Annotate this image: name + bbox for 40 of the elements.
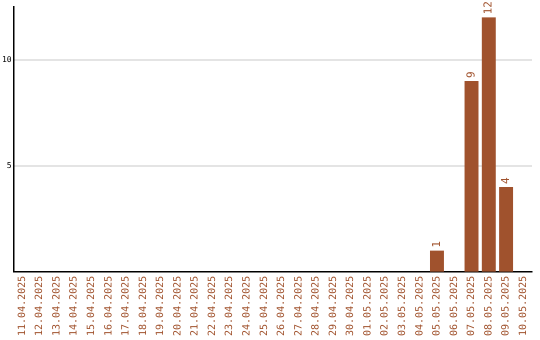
y-tick-label: 5 (6, 160, 12, 170)
bar (430, 250, 444, 272)
data-label: 4 (498, 176, 512, 184)
x-tick-label: 13.04.2025 (51, 276, 62, 336)
x-tick-label: 28.04.2025 (310, 276, 322, 336)
x-tick-label: 16.04.2025 (103, 276, 114, 336)
data-label: 1 (430, 240, 443, 248)
bar (482, 17, 496, 272)
x-tick-label: 10.05.2025 (518, 276, 529, 336)
x-tick-label: 23.04.2025 (224, 276, 236, 336)
x-tick-label: 26.04.2025 (276, 276, 288, 336)
x-tick-label: 06.05.2025 (448, 276, 460, 336)
x-tick-label: 18.04.2025 (138, 276, 149, 336)
x-tick-label: 29.04.2025 (328, 276, 339, 336)
x-tick-label: 14.04.2025 (68, 276, 80, 336)
x-tick-label: 07.05.2025 (466, 276, 478, 336)
bar (499, 186, 514, 272)
x-tick-label: 21.04.2025 (190, 276, 201, 336)
x-tick-label: 17.04.2025 (120, 276, 132, 336)
bar (464, 81, 478, 272)
x-tick-label: 11.04.2025 (16, 276, 28, 336)
data-label: 9 (464, 71, 478, 78)
x-tick-label: 12.04.2025 (34, 276, 46, 336)
x-tick-label: 05.05.2025 (432, 276, 443, 336)
x-tick-label: 03.05.2025 (397, 276, 408, 336)
x-tick-label: 15.04.2025 (86, 276, 97, 336)
x-tick-label: 01.05.2025 (362, 276, 374, 336)
x-tick-label: 09.05.2025 (500, 276, 512, 336)
y-tick-label: 10 (2, 54, 12, 64)
x-tick-label: 04.05.2025 (414, 276, 426, 336)
x-tick-label: 24.04.2025 (241, 276, 252, 336)
x-tick-label: 27.04.2025 (293, 276, 304, 336)
x-tick-label: 08.05.2025 (483, 276, 494, 336)
x-tick-label: 02.05.2025 (380, 276, 391, 336)
x-tick-label: 22.04.2025 (206, 276, 218, 336)
data-label: 12 (482, 1, 495, 14)
x-tick-label: 19.04.2025 (155, 276, 166, 336)
x-tick-label: 25.04.2025 (258, 276, 270, 336)
x-tick-label: 30.04.2025 (345, 276, 356, 336)
x-tick-label: 20.04.2025 (172, 276, 184, 336)
